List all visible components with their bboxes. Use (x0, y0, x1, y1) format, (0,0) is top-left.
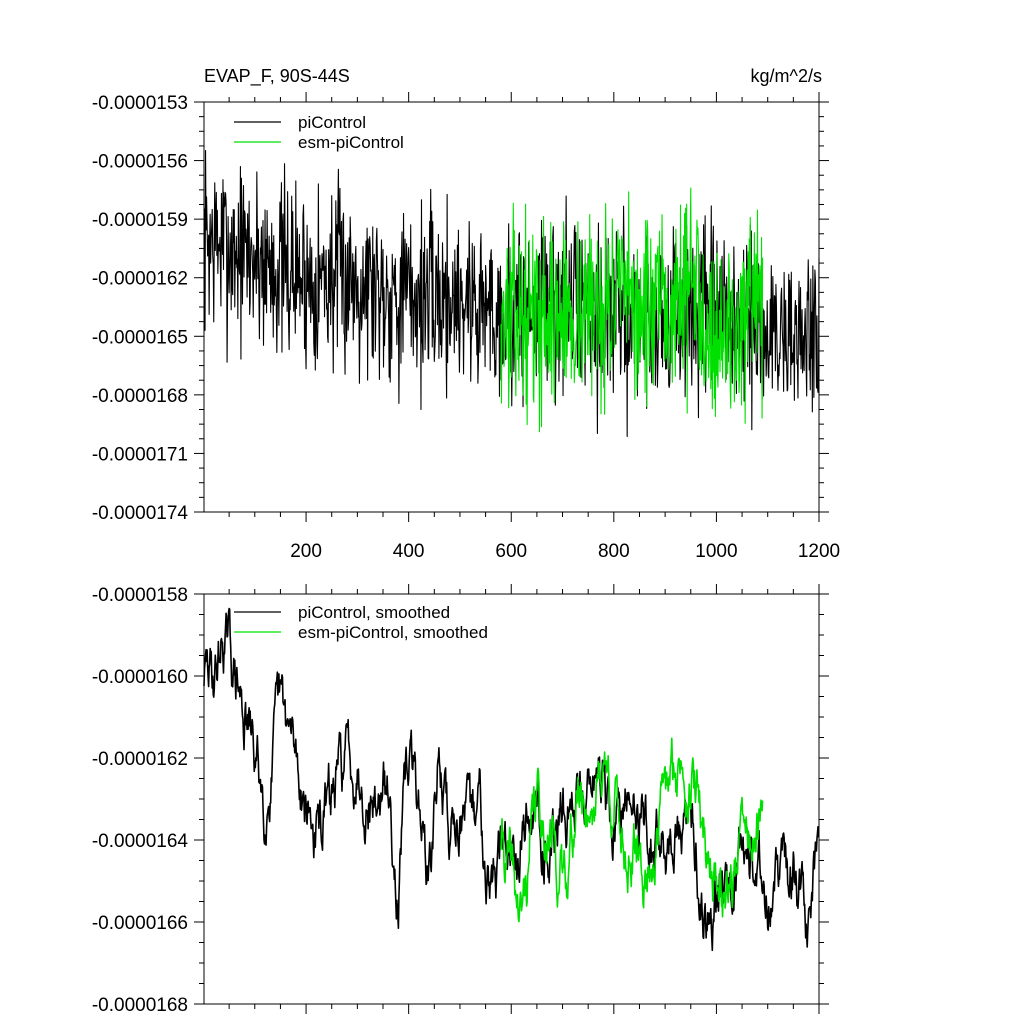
bottom-ticks: -0.0000158 -0.0000160 -0.0000162 -0.0000164… (92, 584, 829, 1016)
top-y-tick-label: -0.0000153 (92, 93, 188, 114)
bottom-series-group (203, 607, 820, 952)
top-y-tick-label: -0.0000165 (92, 327, 188, 348)
top-y-tick-label: -0.0000171 (92, 444, 188, 465)
top-x-tick-label: 200 (290, 541, 322, 562)
top-x-tick-label: 800 (598, 541, 630, 562)
top-series-group (203, 149, 820, 438)
bottom-y-tick-label: -0.0000162 (92, 749, 188, 770)
bottom-series-esm-picontrol-smoothed (500, 737, 764, 923)
top-y-tick-label: -0.0000162 (92, 269, 188, 290)
top-ticks: 200 400 600 800 1000 1200 -0.0000153 -0.0000156… (92, 92, 840, 562)
top-y-tick-label: -0.0000174 (92, 503, 189, 524)
bottom-y-tick-label: -0.0000168 (92, 995, 188, 1016)
top-y-tick-label: -0.0000159 (92, 210, 188, 231)
top-y-tick-label: -0.0000168 (92, 386, 188, 407)
top-x-tick-label: 600 (495, 541, 527, 562)
top-series-esm-picontrol (500, 187, 764, 433)
top-x-tick-label: 1200 (798, 541, 840, 562)
bottom-legend: piControl, smoothed esm-piControl, smoot… (234, 603, 488, 642)
top-legend: piControl esm-piControl (234, 113, 404, 152)
legend-label-esm-picontrol-smoothed: esm-piControl, smoothed (298, 623, 488, 642)
bottom-y-tick-label: -0.0000158 (92, 585, 188, 606)
bottom-series-picontrol-smoothed (203, 607, 820, 952)
bottom-y-tick-label: -0.0000164 (92, 831, 189, 852)
legend-label-picontrol: piControl (298, 113, 366, 132)
top-x-tick-label: 1000 (695, 541, 737, 562)
bottom-y-tick-label: -0.0000166 (92, 913, 188, 934)
panel-title: EVAP_F, 90S-44S (204, 66, 350, 87)
units-label: kg/m^2/s (751, 66, 822, 86)
top-y-tick-label: -0.0000156 (92, 152, 188, 173)
legend-label-esm-picontrol: esm-piControl (298, 133, 404, 152)
bottom-y-tick-label: -0.0000160 (92, 667, 188, 688)
bottom-plot-frame (203, 593, 820, 1005)
bottom-panel: -0.0000158 -0.0000160 -0.0000162 -0.0000164… (92, 584, 829, 1016)
legend-label-picontrol-smoothed: piControl, smoothed (298, 603, 450, 622)
top-panel: 200 400 600 800 1000 1200 -0.0000153 -0.0000156… (92, 92, 840, 562)
top-x-tick-label: 400 (393, 541, 425, 562)
